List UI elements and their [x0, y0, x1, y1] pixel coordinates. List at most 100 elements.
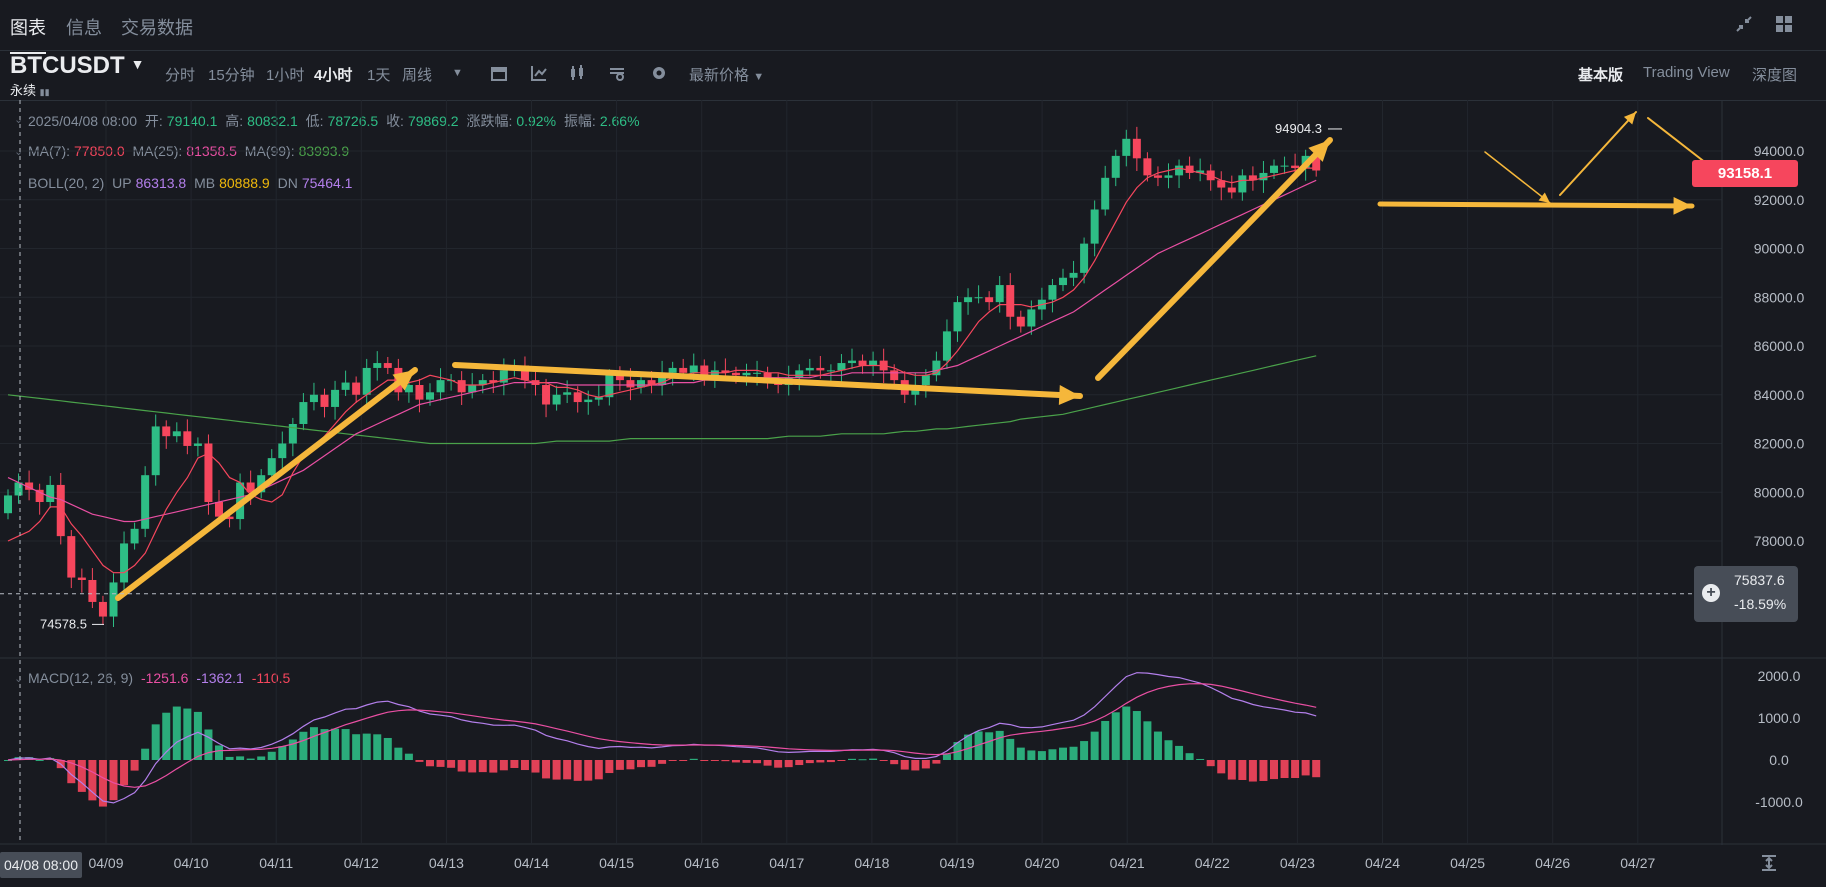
- candle-body: [1270, 165, 1278, 173]
- macd-histogram-bar: [1016, 747, 1025, 760]
- ohlc-legend: 2025/04/08 08:00 开: 79140.1 高: 80832.1 低: 7…: [28, 111, 644, 131]
- candle-body: [1259, 172, 1268, 181]
- macd-hist-value: -110.5: [251, 670, 291, 686]
- minimize-icon[interactable]: [1734, 14, 1754, 34]
- macd-legend: MACD(12, 26, 9) -1251.6 -1362.1 -110.5: [28, 670, 294, 686]
- candle-body: [837, 363, 846, 371]
- candle-body: [352, 382, 361, 395]
- add-icon[interactable]: +: [1702, 584, 1720, 602]
- candle-body: [436, 380, 445, 393]
- macd-histogram-bar: [1101, 720, 1110, 760]
- indicator-icon[interactable]: [530, 64, 548, 82]
- reset-scale-icon[interactable]: [1758, 852, 1780, 874]
- macd-histogram-bar: [731, 760, 740, 763]
- candle-body: [1238, 175, 1247, 193]
- candle-body: [341, 382, 350, 390]
- tab-chart[interactable]: 图表: [10, 14, 46, 54]
- interval-1h[interactable]: 1小时: [266, 67, 305, 84]
- macd-histogram-bar: [246, 758, 255, 760]
- candle-body: [858, 360, 867, 366]
- price-chart[interactable]: 94000.0 92000.0 90000.0 88000.0 86000.0 84000…: [0, 100, 1826, 887]
- view-tradingview[interactable]: Trading View: [1643, 64, 1730, 81]
- interval-4h[interactable]: 4小时: [314, 67, 353, 84]
- tab-trading-data[interactable]: 交易数据: [121, 18, 193, 38]
- low-value: 78726.5: [327, 113, 379, 129]
- candle-body: [246, 482, 255, 493]
- symbol-name: BTCUSDT: [10, 52, 125, 79]
- candle-body: [1175, 165, 1184, 176]
- macd-histogram-bar: [1217, 760, 1226, 774]
- macd-histogram-bar: [98, 760, 107, 807]
- time-axis-label: 04/26: [1535, 855, 1570, 871]
- macd-histogram-bar: [436, 760, 445, 767]
- trend-arrow-up-1: [115, 367, 418, 601]
- crosshair-price-box[interactable]: + 75837.6 -18.59%: [1694, 566, 1798, 622]
- candle-body: [426, 392, 434, 400]
- macd-histogram-bar: [151, 724, 160, 760]
- time-axis-label: 04/23: [1280, 855, 1315, 871]
- boll-mb-value: 80888.9: [219, 175, 270, 191]
- macd-histogram-bar: [700, 760, 709, 761]
- chart-settings-icon[interactable]: [608, 64, 626, 82]
- macd-histogram-bar: [88, 760, 97, 801]
- candlestick-type-icon[interactable]: [568, 64, 586, 82]
- candle-body: [932, 360, 941, 376]
- calendar-icon[interactable]: [490, 64, 508, 82]
- interval-15m[interactable]: 15分钟: [208, 67, 255, 84]
- symbol-selector[interactable]: BTCUSDT ▼: [10, 52, 145, 80]
- layout-icon[interactable]: [1774, 14, 1794, 34]
- macd-histogram-bar: [1280, 760, 1289, 779]
- macd-histogram-bar: [352, 734, 361, 760]
- macd-histogram-bar: [826, 760, 835, 763]
- low-label: 低:: [305, 113, 324, 129]
- interval-time[interactable]: 分时: [165, 67, 196, 84]
- candle-body: [383, 363, 392, 368]
- price-type-select[interactable]: 最新价格 ▼: [689, 64, 764, 85]
- candle-body: [331, 389, 340, 407]
- collapse-icon[interactable]: ⌄: [14, 673, 24, 685]
- macd-histogram-bar: [1080, 741, 1089, 760]
- candle-body: [985, 297, 994, 303]
- open-value: 79140.1: [166, 113, 218, 129]
- macd-histogram-bar: [130, 760, 139, 771]
- candle-body: [637, 380, 645, 388]
- candle-body: [373, 363, 382, 368]
- candle-body: [668, 367, 677, 373]
- candle-body: [1122, 138, 1131, 156]
- candle-body: [225, 516, 234, 520]
- candle-body: [46, 484, 55, 502]
- interval-week[interactable]: 周线: [402, 67, 433, 84]
- macd-histogram-bar: [320, 729, 329, 760]
- macd-histogram-bar: [204, 729, 213, 760]
- candle-body: [172, 431, 181, 437]
- macd-histogram-bar: [626, 760, 635, 770]
- interval-1d[interactable]: 1天: [367, 67, 391, 84]
- gear-icon[interactable]: [650, 64, 668, 82]
- macd-histogram-bar: [426, 760, 434, 767]
- boll-legend: BOLL(20, 2) UP 86313.8 MB 80888.9 DN 75464.…: [28, 175, 356, 191]
- view-basic[interactable]: 基本版: [1578, 67, 1624, 84]
- crosshair-date: 04/08 08:00: [0, 852, 82, 878]
- candle-body: [1280, 165, 1289, 167]
- collapse-icon[interactable]: ⌄: [14, 146, 24, 158]
- view-depth[interactable]: 深度图: [1752, 67, 1798, 84]
- candle-body: [35, 489, 44, 502]
- macd-histogram-bar: [1227, 760, 1236, 780]
- macd-histogram-bar: [753, 760, 762, 764]
- macd-histogram-bar: [489, 760, 498, 773]
- drawn-arrows: [115, 111, 1725, 601]
- macd-histogram-bar: [288, 739, 297, 760]
- candle-body: [1196, 170, 1205, 173]
- candle-body: [563, 392, 572, 395]
- macd-histogram-bar: [67, 760, 76, 784]
- macd-histogram-bar: [531, 760, 540, 773]
- macd-histogram-bar: [795, 760, 804, 766]
- change-label: 涨跌幅:: [466, 113, 513, 129]
- axes: 94000.0 92000.0 90000.0 88000.0 86000.0 84000…: [0, 100, 1805, 871]
- macd-histogram-bar: [964, 734, 973, 760]
- price-axis-label: 90000.0: [1754, 241, 1805, 257]
- tab-info[interactable]: 信息: [66, 18, 102, 38]
- intervals-dropdown-icon[interactable]: ▼: [452, 67, 463, 79]
- collapse-icon[interactable]: ⌄: [14, 114, 24, 126]
- candle-body: [848, 360, 856, 364]
